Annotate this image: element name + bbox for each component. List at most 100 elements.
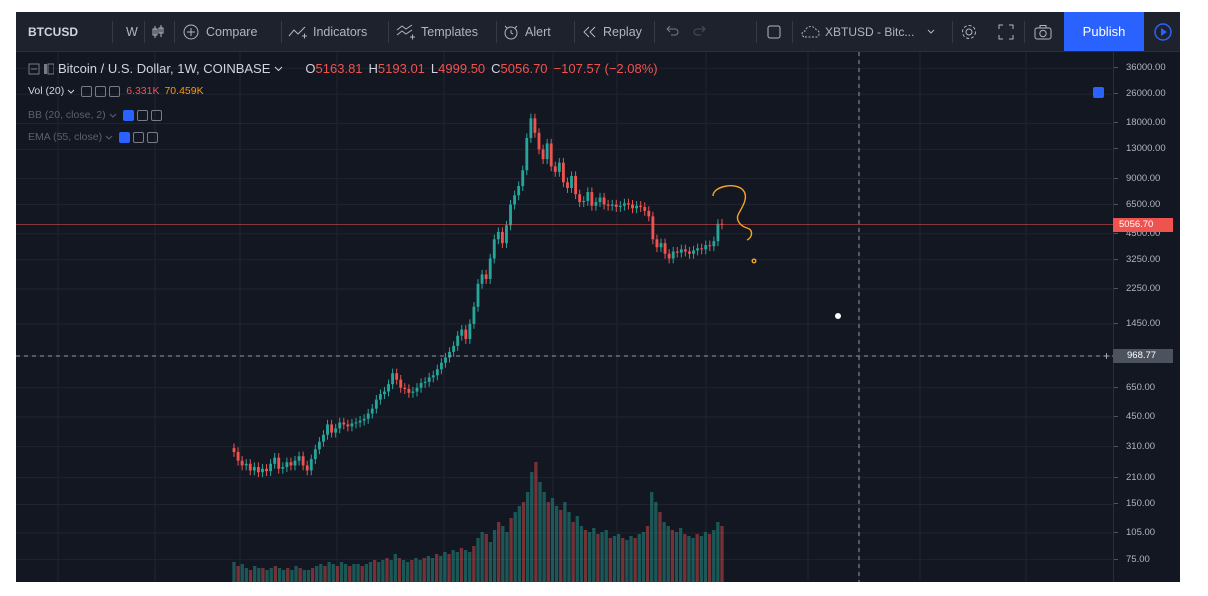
add-alert-plus-icon[interactable]: + <box>1102 349 1110 363</box>
remove-icon[interactable] <box>150 109 162 121</box>
templates-button[interactable]: Templates <box>396 12 478 51</box>
chevron-down-icon[interactable] <box>105 134 113 141</box>
object-tree-icon[interactable] <box>1093 87 1104 98</box>
collapse-icon[interactable] <box>28 63 40 75</box>
series-title[interactable]: Bitcoin / U.S. Dollar, 1W, COINBASE <box>58 61 271 76</box>
volume-label[interactable]: Vol (20) <box>28 85 65 97</box>
indicators-button[interactable]: Indicators <box>288 12 367 51</box>
candle-body <box>317 441 321 450</box>
undo-button[interactable] <box>664 12 680 51</box>
volume-bar <box>505 532 509 582</box>
candle-body <box>537 132 541 150</box>
volume-bar <box>232 562 236 582</box>
candle-body <box>232 448 236 452</box>
candle-body <box>273 457 277 464</box>
candle-body <box>553 166 557 172</box>
settings-icon[interactable] <box>136 109 148 121</box>
candle-body <box>651 216 655 240</box>
settings-icon[interactable] <box>133 131 145 143</box>
volume-bar <box>683 534 687 582</box>
remove-icon[interactable] <box>109 85 121 97</box>
chevron-down-icon[interactable] <box>274 65 283 73</box>
remove-icon[interactable] <box>147 131 159 143</box>
price-tick-label: 18000.00 <box>1114 116 1180 130</box>
volume-bar <box>695 534 699 582</box>
candle-body <box>346 424 350 427</box>
candle-body <box>244 463 248 466</box>
camera-icon <box>1034 24 1052 40</box>
candle-body <box>383 391 386 395</box>
volume-bar <box>253 566 257 582</box>
settings-icon[interactable] <box>95 85 107 97</box>
snapshot-button[interactable] <box>1034 12 1052 51</box>
fullscreen-button[interactable] <box>998 12 1014 51</box>
main-series-legend[interactable]: Bitcoin / U.S. Dollar, 1W, COINBASE O 516… <box>28 61 658 76</box>
volume-legend[interactable]: Vol (20) 6.331K 70.459K <box>28 85 204 97</box>
candle-body <box>509 204 512 226</box>
candle-body <box>667 253 671 259</box>
layout-name-dropdown[interactable]: XBTUSD - Bitc... <box>800 12 936 51</box>
candle-body <box>338 422 342 429</box>
candle-body <box>431 375 435 378</box>
compare-button[interactable]: Compare <box>182 12 257 51</box>
candle-body <box>586 192 590 201</box>
symbol-search-button[interactable]: BTCUSD <box>28 24 78 39</box>
cloud-icon <box>800 25 822 39</box>
volume-bar <box>310 568 315 582</box>
eye-icon[interactable] <box>122 109 134 121</box>
cursor-dot <box>835 313 841 319</box>
eye-icon[interactable] <box>119 131 131 143</box>
price-tick-label: 310.00 <box>1114 440 1180 454</box>
replay-button[interactable]: Replay <box>582 12 642 51</box>
candle-body <box>663 243 667 254</box>
volume-bar <box>286 568 290 582</box>
candle-body <box>297 456 301 461</box>
layout-toggle-button[interactable] <box>766 12 782 51</box>
volume-bar <box>248 570 253 582</box>
price-axis[interactable]: 36000.00 26000.00 18000.00 13000.00 9000.00 6… <box>1113 52 1180 582</box>
volume-bar <box>703 532 708 582</box>
volume-bar <box>513 512 517 582</box>
volume-bar <box>567 512 571 582</box>
redo-button[interactable] <box>692 12 708 51</box>
volume-bar <box>356 564 360 582</box>
chevron-down-icon[interactable] <box>109 112 117 119</box>
candle-body <box>590 192 594 206</box>
volume-bar <box>691 538 695 582</box>
volume-bar <box>588 532 592 582</box>
chevron-down-icon[interactable] <box>67 88 75 95</box>
chart-type-button[interactable] <box>150 12 166 51</box>
bb-legend[interactable]: BB (20, close, 2) <box>28 109 162 121</box>
change-value: −107.57 (−2.08%) <box>553 61 658 76</box>
gear-icon <box>960 23 978 41</box>
volume-bar <box>625 540 629 582</box>
candle-body <box>545 143 549 160</box>
interval-button[interactable]: W <box>126 24 138 39</box>
price-chart[interactable] <box>16 52 1113 582</box>
candle-body <box>378 394 382 400</box>
play-button[interactable] <box>1146 12 1180 51</box>
publish-button[interactable]: Publish <box>1064 12 1144 51</box>
templates-icon <box>396 24 416 40</box>
settings-button[interactable] <box>960 12 978 51</box>
rewind-icon <box>582 25 598 39</box>
volume-bar <box>712 530 716 582</box>
volume-bar <box>546 502 550 582</box>
eye-icon[interactable] <box>81 85 93 97</box>
alert-button[interactable]: Alert <box>502 12 551 51</box>
volume-bar <box>410 560 414 582</box>
bb-label[interactable]: BB (20, close, 2) <box>28 109 106 121</box>
volume-bar <box>240 564 244 582</box>
candle-body <box>496 232 500 240</box>
ema-label[interactable]: EMA (55, close) <box>28 131 103 143</box>
volume-bar <box>699 536 703 582</box>
candle-body <box>289 462 293 466</box>
volume-bar <box>658 512 662 582</box>
volume-bar <box>344 564 348 582</box>
candle-body <box>566 182 569 188</box>
volume-bar <box>583 530 588 582</box>
volume-bar <box>550 498 555 582</box>
candle-body <box>716 223 720 242</box>
candle-body <box>407 388 411 393</box>
ema-legend[interactable]: EMA (55, close) <box>28 131 159 143</box>
